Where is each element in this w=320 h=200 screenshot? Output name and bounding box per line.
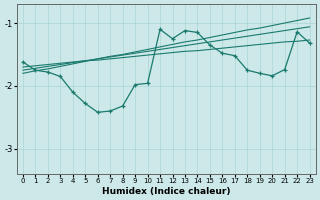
X-axis label: Humidex (Indice chaleur): Humidex (Indice chaleur) xyxy=(102,187,230,196)
